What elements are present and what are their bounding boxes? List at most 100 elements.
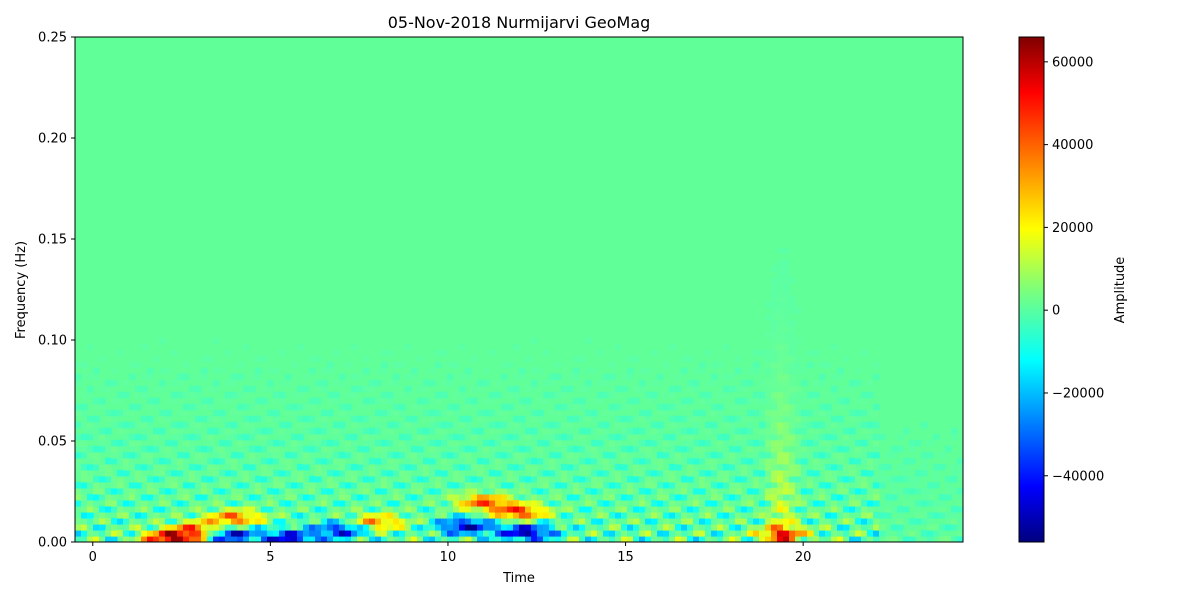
heatmap-cell [849, 475, 856, 483]
heatmap-cell [531, 415, 538, 423]
heatmap-cell [567, 505, 574, 513]
heatmap-cell [543, 427, 550, 435]
heatmap-cell [417, 427, 424, 435]
heatmap-cell [309, 523, 316, 531]
heatmap-cell [549, 391, 556, 399]
heatmap-cell [717, 511, 724, 519]
heatmap-cell [903, 427, 910, 435]
heatmap-cell [909, 445, 916, 453]
heatmap-cell [387, 499, 394, 507]
heatmap-cell [699, 469, 706, 477]
heatmap-cell [309, 451, 316, 459]
heatmap-cell [291, 391, 298, 399]
heatmap-cell [495, 499, 502, 507]
heatmap-cell [75, 487, 82, 495]
heatmap-cell [711, 361, 718, 369]
heatmap-cell [351, 433, 358, 441]
heatmap-cell [645, 529, 652, 537]
heatmap-cell [429, 421, 436, 429]
heatmap-cell [375, 469, 382, 477]
heatmap-cell [765, 301, 772, 309]
heatmap-cell [321, 505, 328, 513]
heatmap-cell [399, 409, 406, 417]
heatmap-cell [93, 535, 100, 542]
heatmap-cell [735, 535, 742, 542]
heatmap-cell [213, 379, 220, 387]
heatmap-cell [873, 421, 880, 429]
heatmap-cell [903, 535, 910, 542]
heatmap-cell [741, 469, 748, 477]
heatmap-cell [285, 457, 292, 465]
heatmap-cell [543, 349, 550, 357]
heatmap-cell [699, 481, 706, 489]
heatmap-cell [441, 475, 448, 483]
heatmap-cell [93, 421, 100, 429]
heatmap-cell [759, 397, 766, 405]
heatmap-cell [201, 457, 208, 465]
heatmap-cell [723, 499, 730, 507]
heatmap-cell [735, 433, 742, 441]
heatmap-cell [291, 523, 298, 531]
heatmap-cell [615, 535, 622, 542]
heatmap-cell [105, 487, 112, 495]
heatmap-cell [777, 391, 784, 399]
heatmap-cell [99, 355, 106, 363]
heatmap-cell [87, 433, 94, 441]
heatmap-cell [453, 403, 460, 411]
heatmap-cell [519, 499, 526, 507]
heatmap-cell [801, 529, 808, 537]
heatmap-cell [81, 391, 88, 399]
heatmap-cell [855, 499, 862, 507]
heatmap-cell [459, 385, 466, 393]
heatmap-cell [735, 451, 742, 459]
heatmap-cell [165, 439, 172, 447]
heatmap-cell [447, 535, 454, 542]
heatmap-cell [561, 529, 568, 537]
heatmap-cell [363, 439, 370, 447]
heatmap-cell [279, 391, 286, 399]
heatmap-cell [441, 517, 448, 525]
heatmap-cell [729, 373, 736, 381]
heatmap-cell [597, 475, 604, 483]
heatmap-cell [315, 469, 322, 477]
heatmap-cell [729, 403, 736, 411]
heatmap-cell [363, 475, 370, 483]
heatmap-cell [363, 481, 370, 489]
heatmap-cell [357, 523, 364, 531]
heatmap-cell [759, 469, 766, 477]
heatmap-cell [135, 463, 142, 471]
heatmap-cell [861, 535, 868, 542]
heatmap-cell [765, 499, 772, 507]
heatmap-cell [873, 457, 880, 465]
heatmap-cell [789, 331, 796, 339]
heatmap-cell [345, 409, 352, 417]
heatmap-cell [921, 487, 928, 495]
heatmap-cell [543, 523, 550, 531]
heatmap-cell [201, 517, 208, 525]
heatmap-cell [93, 403, 100, 411]
heatmap-cell [375, 427, 382, 435]
heatmap-cell [933, 481, 940, 489]
heatmap-cell [747, 487, 754, 495]
heatmap-cell [579, 427, 586, 435]
heatmap-cell [417, 475, 424, 483]
heatmap-cell [525, 493, 532, 501]
heatmap-cell [555, 421, 562, 429]
heatmap-cell [561, 481, 568, 489]
heatmap-cell [375, 475, 382, 483]
heatmap-cell [831, 517, 838, 525]
heatmap-cell [345, 493, 352, 501]
heatmap-cell [453, 469, 460, 477]
heatmap-cell [447, 409, 454, 417]
heatmap-cell [411, 457, 418, 465]
heatmap-cell [813, 379, 820, 387]
heatmap-cell [147, 529, 154, 537]
heatmap-cell [813, 493, 820, 501]
heatmap-cell [201, 445, 208, 453]
heatmap-cell [147, 463, 154, 471]
heatmap-cell [495, 505, 502, 513]
heatmap-cell [597, 421, 604, 429]
heatmap-cell [543, 439, 550, 447]
heatmap-cell [273, 523, 280, 531]
heatmap-cell [771, 433, 778, 441]
